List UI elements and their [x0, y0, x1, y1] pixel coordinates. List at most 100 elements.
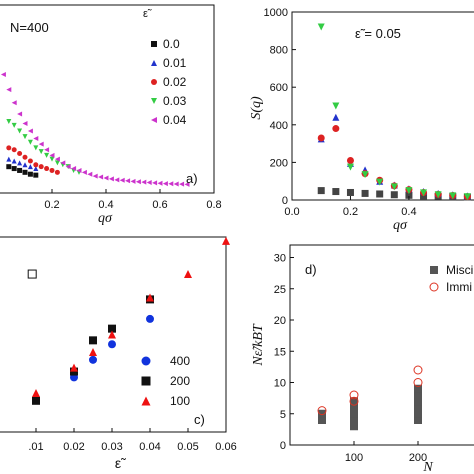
panel-a-point-s4-6	[33, 135, 39, 141]
panel-b-point-s3-2	[346, 163, 354, 171]
panel-a-point-s3-0	[6, 119, 12, 125]
panel-a-point-s0-1	[11, 166, 17, 172]
panel-b-point-s3-10	[463, 193, 471, 201]
panel-c-point-s2-1	[70, 363, 78, 372]
panel-a-point-s2-0	[6, 145, 12, 151]
panel-b-point-s0-5	[390, 191, 398, 199]
panel-b-point-s3-0	[317, 23, 325, 31]
panel-c-legend-marker	[141, 356, 151, 366]
panel-b-y-ticks: 0 200 400 600 800 1000	[264, 7, 296, 207]
panel-a-point-s0-3	[22, 169, 28, 175]
panel-a-point-s3-3	[22, 134, 28, 140]
panel-a-point-s4-28	[152, 180, 158, 186]
panel-b-point-s2-1	[332, 125, 340, 133]
panel-a-point-s4-12	[65, 164, 71, 170]
panel-d-x-label: N	[422, 460, 433, 474]
panel-a-point-s4-8	[44, 147, 50, 153]
panel-d-point-s0-0	[318, 416, 326, 424]
panel-c-point-s0-1	[89, 355, 97, 364]
panel-a-point-s4-24	[130, 178, 136, 184]
panel-a-legend: 0.0 0.01 0.02 0.03 0.04	[151, 37, 187, 127]
panel-b-point-s1-1	[332, 113, 340, 121]
panel-b-point-s0-4	[376, 190, 384, 198]
panel-d-point-s0-4	[350, 409, 358, 418]
panel-c-point-s2-5	[184, 270, 192, 279]
panel-a-point-s1-3	[22, 162, 28, 168]
panel-a-point-s3-1	[11, 122, 17, 128]
panel-a-point-s4-19	[103, 175, 109, 181]
panel-c-x-tick-label: 0.05	[177, 441, 198, 453]
panel-d-legend-marker	[430, 266, 438, 274]
panel-a-legend-label: 0.0	[163, 37, 180, 51]
panel-a-point-s4-0	[0, 72, 6, 78]
panel-a-point-s4-27	[146, 179, 152, 185]
panel-c-legend-label: 200	[170, 374, 190, 388]
panel-d-y-tick-label: 5	[280, 409, 286, 421]
panel-b-points	[317, 23, 471, 201]
panel-d-x-tick-label: 200	[409, 452, 427, 464]
panel-d-point-s0-2	[350, 422, 358, 431]
panel-c-legend: 400 200 100	[141, 354, 190, 408]
panel-a-point-s0-0	[6, 164, 12, 170]
panel-d-point-s1-0	[317, 406, 327, 416]
panel-c-point-s2-6	[222, 236, 230, 245]
panel-a-points	[0, 72, 190, 187]
panel-a-point-s4-31	[168, 181, 174, 187]
panel-d-point-s0-12	[414, 384, 422, 393]
panel-d-y-tick-label: 15	[274, 346, 286, 358]
panel-a-point-s4-3	[17, 111, 23, 117]
panel-d-y-tick-label: 30	[274, 253, 286, 265]
panel-b-y-tick-label: 0	[282, 195, 288, 207]
panel-a-point-s3-5	[33, 145, 39, 151]
panel-a-point-s2-8	[49, 167, 55, 173]
panel-b-point-s2-0	[317, 134, 325, 142]
panel-d-legend-marker	[429, 282, 439, 292]
panel-a-point-s4-9	[49, 152, 55, 158]
panel-a-point-s4-26	[141, 179, 147, 185]
panel-c-point-s2-2	[89, 348, 97, 357]
panel-c-legend-marker	[141, 396, 151, 406]
panel-b-point-s3-1	[332, 102, 340, 110]
panel-a-point-s4-29	[157, 180, 163, 186]
panel-a-point-s4-33	[179, 181, 185, 187]
panel-d-point-s0-10	[414, 397, 422, 406]
panel-a-point-s2-3	[22, 154, 28, 160]
panel-c-point-s2-0	[32, 389, 40, 397]
panel-a-point-s1-1	[11, 158, 17, 164]
panel-b-point-s3-5	[390, 183, 398, 191]
panel-b-frame	[291, 11, 474, 201]
panel-a-x-tick-label: 0.8	[206, 199, 221, 211]
panel-d-points	[317, 365, 423, 431]
panel-c-point-s2-4	[146, 293, 154, 302]
panel-b-point-s0-0	[317, 187, 325, 195]
panel-b-y-tick-label: 1000	[264, 7, 288, 19]
panel-b-x-tick-label: 0.4	[401, 206, 416, 218]
panel-a-legend-label: 0.02	[163, 75, 187, 89]
panel-a-point-s4-2	[11, 100, 17, 106]
panel-c-legend-label: 400	[170, 354, 190, 368]
panel-b-y-tick-label: 400	[270, 120, 288, 132]
panel-a-point-s2-2	[17, 151, 23, 157]
panel-c-x-ticks: .01 0.02 0.03 0.04 0.05 0.06	[28, 428, 237, 453]
panel-c-x-tick-label: 0.04	[139, 441, 160, 453]
panel-a-x-ticks: 0.2 0.4 0.6 0.8	[44, 189, 222, 211]
panel-d-x-ticks: 10020030	[345, 441, 427, 464]
panel-a-point-s4-1	[6, 87, 12, 93]
panel-a-point-s2-7	[44, 166, 50, 172]
panel-a-point-s2-4	[27, 158, 33, 164]
panel-c-point-s1-2	[89, 336, 97, 345]
panel-a-point-s4-21	[114, 177, 120, 183]
panel-b-point-s3-7	[420, 189, 428, 197]
panel-d-legend: Misci Immi	[429, 263, 473, 294]
panel-a-legend-label: 0.04	[163, 113, 187, 127]
panel-b-point-s3-4	[376, 178, 384, 186]
panel-b-point-s3-6	[405, 187, 413, 195]
panel-a-point-s3-9	[54, 160, 60, 166]
panel-a-point-s3-6	[38, 149, 44, 155]
panel-b-point-s3-8	[434, 191, 442, 199]
panel-a-point-s4-16	[87, 171, 93, 177]
panel-a-legend-marker	[151, 60, 157, 66]
panel-a-point-s4-30	[162, 181, 168, 187]
